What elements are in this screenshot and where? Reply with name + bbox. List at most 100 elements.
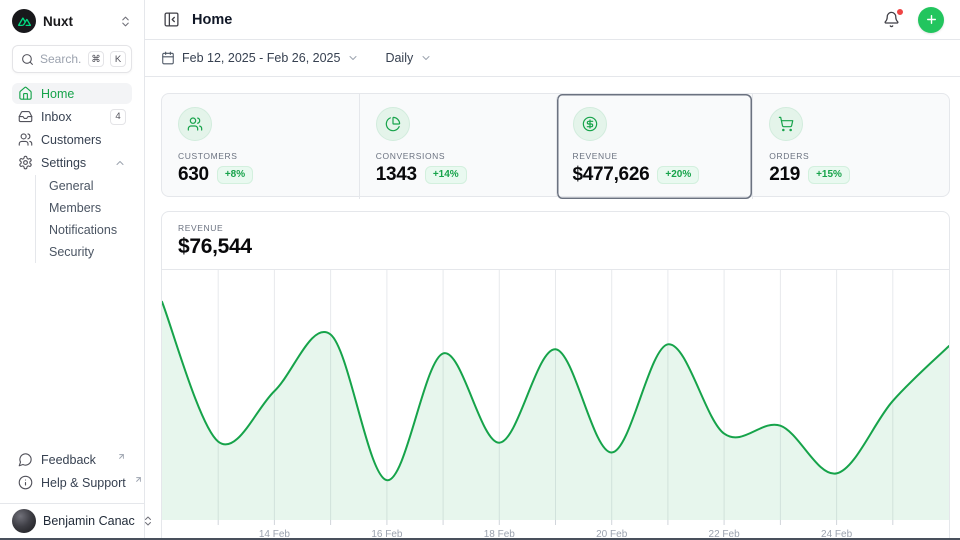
sidebar-item-general[interactable]: General	[49, 179, 94, 193]
sidebar-item-notifications[interactable]: Notifications	[49, 223, 118, 237]
help-support-label: Help & Support	[41, 475, 126, 490]
kbd-meta: ⌘	[88, 51, 104, 67]
stat-value: $477,626	[572, 164, 650, 185]
stat-card-revenue[interactable]: REVENUE $477,626 +20%	[555, 94, 753, 199]
plus-icon	[926, 15, 936, 24]
search-input[interactable]	[40, 52, 82, 66]
sidebar-item-home[interactable]: Home	[12, 83, 132, 104]
info-circle-icon	[18, 475, 33, 490]
stats-row: CUSTOMERS 630 +8% CONVERSIONS 1343 +14%	[161, 93, 950, 199]
feedback-label: Feedback	[41, 452, 96, 467]
svg-text:24 Feb: 24 Feb	[821, 529, 853, 540]
svg-text:22 Feb: 22 Feb	[709, 529, 741, 540]
notifications-button[interactable]	[881, 8, 904, 30]
workspace-name: Nuxt	[43, 13, 73, 29]
panel-left-close-icon	[164, 12, 179, 27]
stat-card-customers[interactable]: CUSTOMERS 630 +8%	[162, 94, 359, 199]
sidebar-user-section: Benjamin Canac	[0, 503, 151, 540]
window-bottom-edge	[0, 538, 960, 540]
stat-label: CUSTOMERS	[178, 151, 238, 161]
sidebar-item-label: Settings	[41, 155, 87, 170]
svg-text:14 Feb: 14 Feb	[259, 529, 291, 540]
search-box[interactable]: ⌘ K	[12, 45, 132, 73]
chart-header: REVENUE $76,544	[162, 212, 949, 270]
user-menu[interactable]: Benjamin Canac	[12, 509, 151, 533]
revenue-chart-card: REVENUE $76,544 14 Feb 16 Feb 18 Feb 20 Feb…	[161, 211, 950, 540]
chevron-down-icon	[420, 52, 432, 64]
sidebar-item-security[interactable]: Security	[49, 245, 95, 259]
chevron-up-icon	[114, 157, 126, 169]
sidebar-footer: Feedback Help & Support	[0, 449, 144, 503]
dollar-circle-icon	[572, 107, 607, 141]
search-wrap: ⌘ K	[0, 37, 144, 83]
stat-label: ORDERS	[769, 151, 810, 161]
pie-chart-icon	[375, 107, 410, 141]
delta-badge: +20%	[657, 166, 700, 184]
house-icon	[18, 86, 33, 101]
main-area: Home Feb 12, 2025 - Feb 26, 2025 Daily	[145, 0, 960, 540]
cart-icon	[769, 107, 804, 141]
help-support-link[interactable]: Help & Support	[12, 472, 141, 493]
period-select[interactable]: Daily	[385, 51, 432, 65]
date-range-value: Feb 12, 2025 - Feb 26, 2025	[182, 51, 341, 65]
chevrons-up-down-icon	[119, 15, 132, 28]
svg-text:20 Feb: 20 Feb	[596, 529, 628, 540]
date-range-picker[interactable]: Feb 12, 2025 - Feb 26, 2025	[161, 51, 359, 65]
topbar: Home	[145, 0, 960, 40]
inbox-icon	[18, 109, 33, 124]
stat-card-conversions[interactable]: CONVERSIONS 1343 +14%	[358, 94, 556, 199]
user-name: Benjamin Canac	[43, 514, 135, 528]
sidebar-item-label: Customers	[41, 132, 102, 147]
add-new-button[interactable]	[918, 6, 944, 33]
sidebar-item-label: Home	[41, 86, 75, 101]
svg-text:16 Feb: 16 Feb	[371, 529, 403, 540]
workspace-picker[interactable]: Nuxt	[12, 9, 132, 33]
inbox-count-badge: 4	[110, 108, 126, 125]
chevron-down-icon	[347, 52, 359, 64]
chart-metric-value: $76,544	[178, 235, 252, 258]
bell-icon	[884, 11, 899, 28]
nuxt-logo	[12, 9, 36, 33]
user-avatar	[12, 509, 36, 533]
sidebar-item-inbox[interactable]: Inbox 4	[12, 106, 132, 127]
stat-card-orders[interactable]: ORDERS 219 +15%	[752, 94, 949, 199]
stat-value: 630	[178, 164, 209, 185]
period-value: Daily	[385, 51, 414, 65]
stat-value: 1343	[375, 164, 417, 185]
stat-label: REVENUE	[572, 151, 618, 161]
sidebar: Nuxt ⌘ K Home	[0, 0, 151, 540]
users-icon	[178, 107, 212, 141]
search-icon	[21, 53, 34, 66]
svg-text:18 Feb: 18 Feb	[484, 529, 516, 540]
sidebar-item-members[interactable]: Members	[49, 201, 102, 215]
feedback-link[interactable]: Feedback	[12, 449, 132, 470]
page-title: Home	[192, 11, 233, 28]
gear-icon	[18, 155, 33, 170]
stat-value: 219	[769, 164, 801, 185]
sidebar-item-settings[interactable]: Settings	[12, 152, 132, 173]
settings-subnav: General Members Notifications Security	[35, 175, 132, 263]
sidebar-item-customers[interactable]: Customers	[12, 129, 132, 150]
sidebar-nav: Home Inbox 4 Customers Settings	[0, 83, 144, 449]
notification-dot	[896, 8, 904, 16]
sidebar-header: Nuxt	[0, 0, 144, 37]
kbd-k: K	[110, 51, 126, 67]
delta-badge: +14%	[424, 166, 467, 184]
stat-label: CONVERSIONS	[375, 151, 446, 161]
delta-badge: +8%	[216, 166, 254, 184]
chart-metric-label: REVENUE	[178, 223, 224, 233]
content: CUSTOMERS 630 +8% CONVERSIONS 1343 +14%	[145, 77, 960, 540]
calendar-icon	[161, 51, 175, 65]
chart-body: 14 Feb 16 Feb 18 Feb 20 Feb 22 Feb 24 Feb	[162, 270, 949, 540]
message-bubble-icon	[18, 452, 33, 467]
external-link-icon	[134, 475, 143, 484]
sidebar-item-label: Inbox	[41, 109, 72, 124]
collapse-sidebar-button[interactable]	[161, 9, 182, 30]
nuxt-logo-icon	[17, 17, 31, 27]
chevrons-up-down-icon	[142, 515, 154, 527]
delta-badge: +15%	[808, 166, 850, 184]
revenue-area-chart[interactable]: 14 Feb 16 Feb 18 Feb 20 Feb 22 Feb 24 Feb	[162, 270, 949, 540]
external-link-icon	[117, 452, 126, 461]
users-icon	[18, 132, 33, 147]
